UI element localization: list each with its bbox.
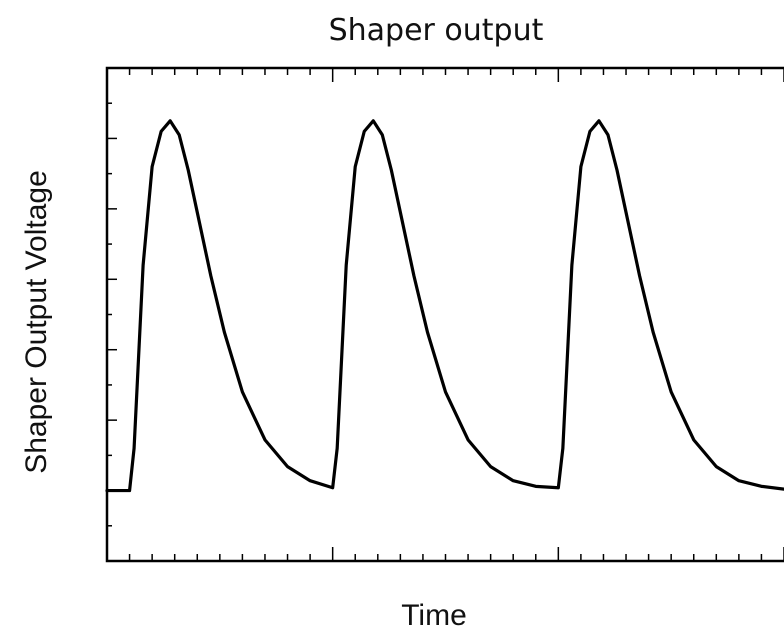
axis-ticks	[106, 67, 784, 562]
chart-title: Shaper output	[329, 13, 544, 48]
plot-frame	[105, 66, 784, 563]
shaper-output-line	[105, 119, 784, 493]
x-axis-label: Time	[401, 599, 467, 632]
y-axis-label: Shaper Output Voltage	[20, 170, 53, 474]
plot-area	[105, 66, 784, 563]
